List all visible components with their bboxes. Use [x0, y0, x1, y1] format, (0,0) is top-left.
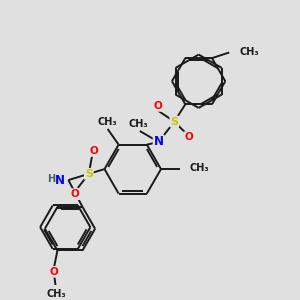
- Text: H: H: [47, 173, 55, 184]
- Text: O: O: [184, 132, 193, 142]
- Text: CH₃: CH₃: [47, 289, 66, 299]
- Text: CH₃: CH₃: [98, 117, 117, 127]
- Text: O: O: [50, 267, 59, 277]
- Text: N: N: [55, 174, 65, 187]
- Text: O: O: [71, 189, 80, 199]
- Text: S: S: [170, 117, 178, 127]
- Text: CH₃: CH₃: [128, 119, 148, 129]
- Text: O: O: [89, 146, 98, 156]
- Text: CH₃: CH₃: [239, 47, 259, 58]
- Text: O: O: [154, 101, 162, 111]
- Text: CH₃: CH₃: [189, 163, 209, 172]
- Text: N: N: [154, 136, 164, 148]
- Text: S: S: [85, 169, 93, 179]
